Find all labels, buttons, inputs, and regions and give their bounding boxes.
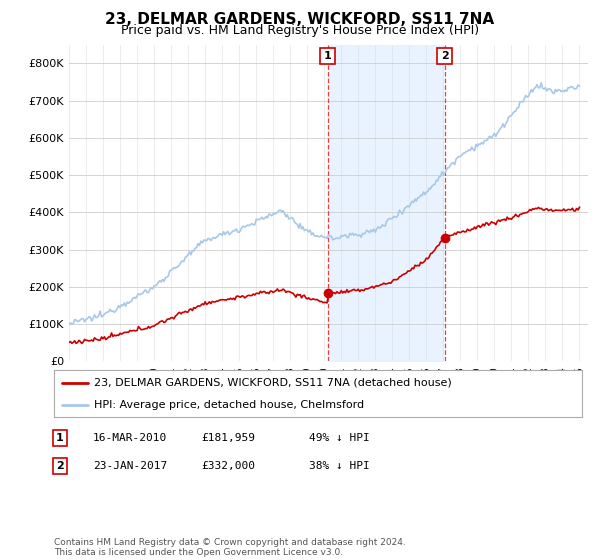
Text: 38% ↓ HPI: 38% ↓ HPI: [309, 461, 370, 471]
Text: 2: 2: [56, 461, 64, 471]
Text: 16-MAR-2010: 16-MAR-2010: [93, 433, 167, 443]
Text: 23, DELMAR GARDENS, WICKFORD, SS11 7NA: 23, DELMAR GARDENS, WICKFORD, SS11 7NA: [106, 12, 494, 27]
Text: 1: 1: [56, 433, 64, 443]
Text: HPI: Average price, detached house, Chelmsford: HPI: Average price, detached house, Chel…: [94, 400, 364, 410]
Text: 49% ↓ HPI: 49% ↓ HPI: [309, 433, 370, 443]
Text: £181,959: £181,959: [201, 433, 255, 443]
Text: 23, DELMAR GARDENS, WICKFORD, SS11 7NA (detached house): 23, DELMAR GARDENS, WICKFORD, SS11 7NA (…: [94, 378, 451, 388]
Text: 2: 2: [440, 51, 448, 61]
Text: 23-JAN-2017: 23-JAN-2017: [93, 461, 167, 471]
Text: Price paid vs. HM Land Registry's House Price Index (HPI): Price paid vs. HM Land Registry's House …: [121, 24, 479, 36]
Text: £332,000: £332,000: [201, 461, 255, 471]
Text: 1: 1: [324, 51, 332, 61]
Text: Contains HM Land Registry data © Crown copyright and database right 2024.
This d: Contains HM Land Registry data © Crown c…: [54, 538, 406, 557]
